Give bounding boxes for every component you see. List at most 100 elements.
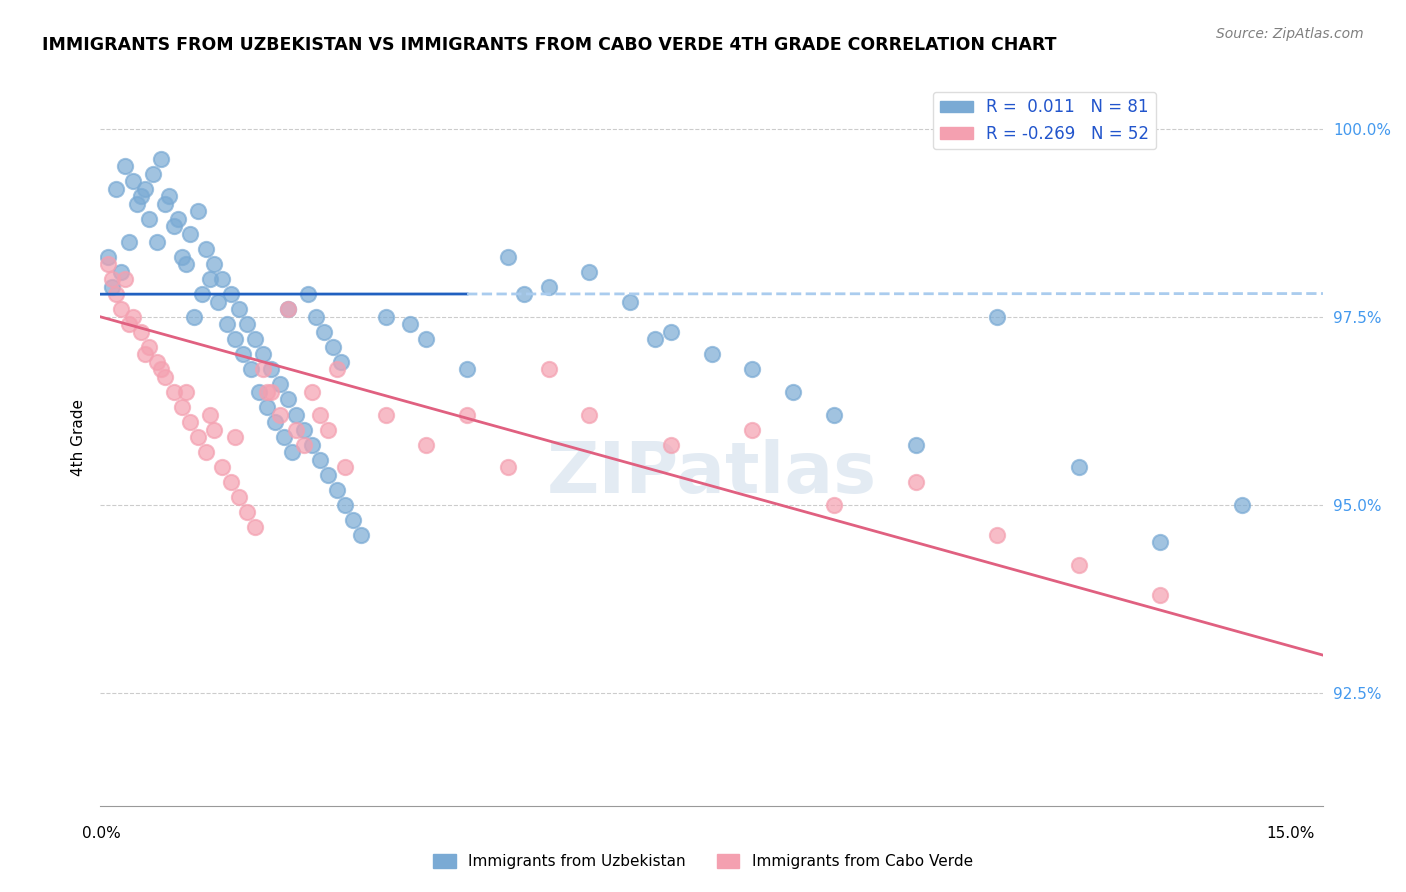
Legend: Immigrants from Uzbekistan, Immigrants from Cabo Verde: Immigrants from Uzbekistan, Immigrants f… (427, 848, 979, 875)
Point (155, 370, 177, 384)
Point (325, 483, 347, 497)
Point (224, 332, 246, 346)
Point (228, 490, 250, 504)
Point (741, 362, 763, 376)
Point (399, 318, 422, 332)
Point (110, 302, 132, 317)
Point (224, 430, 246, 444)
Point (232, 347, 254, 361)
Point (252, 362, 274, 376)
Point (129, 189, 152, 203)
Point (105, 182, 128, 196)
Point (159, 189, 181, 203)
Point (138, 211, 160, 226)
Point (297, 287, 319, 301)
Point (284, 423, 307, 437)
Point (273, 430, 295, 444)
Point (1149, 535, 1171, 549)
Point (644, 332, 666, 346)
Point (252, 347, 274, 361)
Point (284, 408, 307, 422)
Point (309, 452, 332, 467)
Point (277, 392, 299, 407)
Point (1230, 498, 1253, 512)
Point (309, 408, 332, 422)
Point (256, 400, 278, 414)
Point (142, 167, 165, 181)
Point (537, 279, 560, 293)
Point (292, 423, 315, 437)
Point (301, 437, 323, 451)
Point (97, 257, 120, 271)
Point (247, 384, 270, 399)
Point (456, 408, 478, 422)
Point (374, 310, 396, 324)
Point (264, 415, 287, 429)
Point (292, 437, 315, 451)
Text: IMMIGRANTS FROM UZBEKISTAN VS IMMIGRANTS FROM CABO VERDE 4TH GRADE CORRELATION C: IMMIGRANTS FROM UZBEKISTAN VS IMMIGRANTS… (42, 36, 1057, 54)
Point (619, 294, 641, 309)
Point (195, 445, 218, 459)
Point (215, 318, 238, 332)
Point (170, 250, 193, 264)
Point (415, 332, 437, 346)
Point (146, 235, 169, 249)
Point (314, 325, 336, 339)
Point (301, 384, 323, 399)
Point (114, 159, 136, 173)
Point (322, 340, 344, 354)
Point (150, 152, 173, 166)
Point (211, 460, 233, 475)
Point (350, 528, 373, 542)
Y-axis label: 4th Grade: 4th Grade (72, 399, 86, 475)
Point (281, 445, 304, 459)
Point (904, 475, 927, 490)
Point (195, 242, 218, 256)
Point (183, 310, 205, 324)
Point (146, 355, 169, 369)
Point (134, 182, 156, 196)
Point (318, 467, 340, 482)
Point (305, 310, 328, 324)
Point (496, 250, 519, 264)
Text: ZIPatlas: ZIPatlas (547, 440, 877, 508)
Point (1067, 460, 1090, 475)
Point (228, 302, 250, 317)
Point (277, 302, 299, 317)
Point (121, 310, 143, 324)
Point (329, 355, 352, 369)
Point (1149, 588, 1171, 602)
Point (207, 294, 229, 309)
Point (121, 174, 143, 188)
Point (1067, 558, 1090, 572)
Point (700, 347, 723, 361)
Point (166, 211, 188, 226)
Point (333, 498, 356, 512)
Point (456, 362, 478, 376)
Text: 15.0%: 15.0% (1267, 827, 1315, 841)
Point (155, 197, 177, 211)
Point (179, 227, 201, 241)
Point (114, 272, 136, 286)
Point (578, 408, 600, 422)
Point (110, 264, 132, 278)
Point (823, 408, 845, 422)
Point (187, 204, 209, 219)
Point (659, 325, 682, 339)
Point (134, 347, 156, 361)
Point (125, 197, 148, 211)
Point (211, 272, 233, 286)
Point (138, 340, 160, 354)
Point (200, 272, 222, 286)
Point (129, 325, 152, 339)
Point (236, 318, 259, 332)
Text: 0.0%: 0.0% (82, 827, 121, 841)
Point (243, 332, 266, 346)
Point (170, 400, 193, 414)
Point (174, 384, 197, 399)
Point (219, 287, 242, 301)
Point (537, 362, 560, 376)
Point (260, 362, 283, 376)
Point (101, 279, 124, 293)
Point (105, 287, 128, 301)
